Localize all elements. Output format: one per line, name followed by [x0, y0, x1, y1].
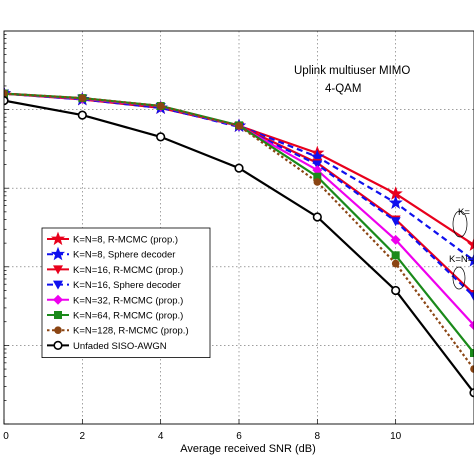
partial-label-2: K=N=: [449, 254, 474, 265]
x-tick-label: 2: [80, 431, 86, 442]
group-ellipse-1: [452, 210, 468, 238]
data-point: [4, 89, 8, 98]
x-tick-label: 6: [236, 431, 242, 442]
legend-label: Unfaded SISO-AWGN: [73, 341, 167, 352]
x-tick-label: 8: [315, 431, 321, 442]
data-point: [391, 285, 401, 296]
data-point: [466, 237, 474, 251]
partial-label-1: K=: [458, 207, 470, 218]
data-point: [77, 110, 87, 120]
legend-label: K=N=64, R-MCMC (prop.): [73, 311, 183, 322]
legend-marker: [54, 326, 62, 335]
data-point: [4, 96, 9, 106]
data-point: [470, 365, 474, 373]
data-point: [234, 163, 244, 173]
data-point: [390, 217, 401, 227]
x-tick-label: 4: [158, 431, 164, 442]
x-axis-label: Average received SNR (dB): [180, 443, 316, 455]
legend-marker: [50, 246, 66, 261]
data-point: [156, 102, 165, 110]
data-point: [469, 292, 474, 302]
data-point: [391, 259, 400, 268]
data-point: [391, 251, 400, 260]
legend-label: K=N=8, R-MCMC (prop.): [73, 235, 178, 246]
group-ellipse-2: [452, 266, 466, 290]
legend-marker: [53, 265, 63, 275]
legend-marker: [53, 340, 63, 351]
annotation-line-2: 4-QAM: [325, 83, 361, 95]
grid: [4, 31, 474, 425]
data-point: [312, 212, 322, 222]
data-point: [470, 349, 474, 358]
data-point: [390, 234, 401, 245]
legend-label: K=N=16, R-MCMC (prop.): [73, 265, 183, 276]
x-tick-label: 10: [390, 431, 402, 442]
data-point: [469, 388, 474, 398]
data-point: [469, 320, 474, 331]
legend-label: K=N=8, Sphere decoder: [73, 250, 175, 261]
data-point: [235, 122, 243, 130]
data-point: [78, 94, 87, 102]
data-point: [313, 178, 322, 186]
legend-label: K=N=16, Sphere decoder: [73, 280, 181, 291]
series-layer: [4, 86, 474, 398]
data-point: [312, 165, 323, 176]
legend-marker: [53, 280, 63, 290]
x-tick-label: 0: [3, 431, 9, 442]
legend-label: K=N=128, R-MCMC (prop.): [73, 326, 189, 337]
data-point: [313, 172, 322, 181]
data-point: [466, 253, 474, 267]
legend-label: K=N=32, R-MCMC (prop.): [73, 295, 183, 306]
series-7: [4, 89, 474, 373]
legend-marker: [53, 294, 63, 305]
x-ticks: 0 2 4 6 8 10: [3, 419, 402, 442]
data-point: [156, 132, 166, 142]
legend-marker: [50, 231, 66, 246]
data-point: [388, 195, 403, 209]
legend: K=N=8, R-MCMC (prop.) K=N=8, Sphere decod…: [41, 227, 211, 359]
legend-marker: [54, 311, 62, 319]
series-8: [4, 96, 474, 398]
legend-box: [41, 227, 211, 359]
data-point: [312, 160, 323, 170]
series-group: [4, 86, 474, 398]
annotation-line-1: Uplink multiuser MIMO: [294, 65, 410, 77]
